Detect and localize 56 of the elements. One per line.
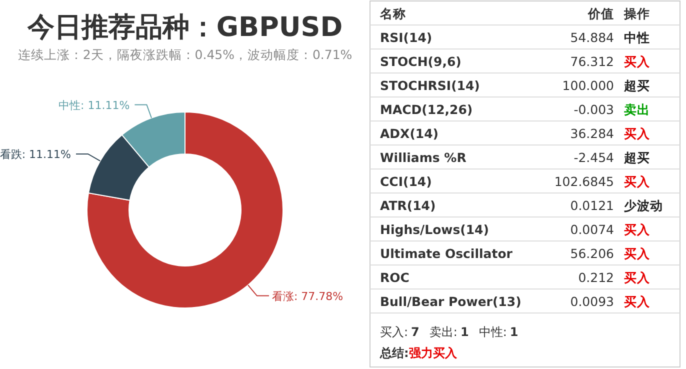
text: 卖出: xyxy=(429,325,458,339)
text: 买入 xyxy=(624,126,651,141)
chart-subtitle: 连续上涨：2天，隔夜涨跌幅：0.45%，波动幅度：0.71% xyxy=(18,47,352,62)
category-label: CCI(14) xyxy=(380,174,432,189)
text: 总结: xyxy=(379,346,409,360)
slice-label: 看跌 xyxy=(0,148,22,161)
category-label: Highs/Lows(14) xyxy=(380,222,489,237)
text: 102.6845 xyxy=(554,174,614,189)
text: 买入 xyxy=(624,246,651,261)
text: 卖出 xyxy=(624,102,650,117)
text: 中性 xyxy=(624,30,650,45)
text: 56.206 xyxy=(570,246,614,261)
text: 买入 xyxy=(624,270,651,285)
text: 中性: xyxy=(478,325,507,339)
text: 买入 xyxy=(624,294,651,309)
category-label: Ultimate Oscillator xyxy=(380,246,514,261)
text: 操作 xyxy=(623,6,650,21)
donut-slice xyxy=(86,112,284,308)
text: 价值 xyxy=(587,6,614,21)
text: 0.0121 xyxy=(570,198,614,213)
slice-label: 看涨 xyxy=(272,290,294,303)
category-label: ADX(14) xyxy=(380,126,439,141)
text: 36.284 xyxy=(570,126,614,141)
text: 1 xyxy=(460,325,469,339)
text: 名称 xyxy=(379,6,406,21)
text: 超买 xyxy=(623,78,650,93)
text: 买入 xyxy=(624,174,651,189)
text: 强力买入 xyxy=(408,346,458,360)
text: 76.312 xyxy=(570,54,614,69)
slice-label: 中性 xyxy=(58,98,80,112)
text: 54.884 xyxy=(570,30,614,45)
text: 买入 xyxy=(624,54,651,69)
category-label: Bull/Bear Power(13) xyxy=(380,294,522,309)
text: -0.003 xyxy=(574,102,614,117)
text: 少波动 xyxy=(624,198,663,213)
text: 买入 xyxy=(624,222,651,237)
category-label: ROC xyxy=(380,270,410,285)
text: 超买 xyxy=(623,150,650,165)
text: 100.000 xyxy=(562,78,614,93)
text: 0.0093 xyxy=(570,294,614,309)
text: 0.212 xyxy=(578,270,614,285)
text: -2.454 xyxy=(574,150,614,165)
category-label: RSI(14) xyxy=(380,30,432,45)
category-label: STOCH(9,6) xyxy=(380,54,462,69)
data-label: : 77.78% xyxy=(294,290,344,303)
text: 1 xyxy=(510,325,518,339)
text: 0.0074 xyxy=(570,222,614,237)
category-label: MACD(12,26) xyxy=(380,102,473,117)
chart-title: 今日推荐品种：GBPUSD xyxy=(26,12,343,43)
category-label: ATR(14) xyxy=(380,198,436,213)
text: 7 xyxy=(411,325,420,339)
category-label: Williams %R xyxy=(380,150,467,165)
data-label: : 11.11% xyxy=(22,148,71,161)
text: 买入: xyxy=(380,325,408,339)
category-label: STOCHRSI(14) xyxy=(380,78,480,93)
data-label: : 11.11% xyxy=(80,98,130,112)
